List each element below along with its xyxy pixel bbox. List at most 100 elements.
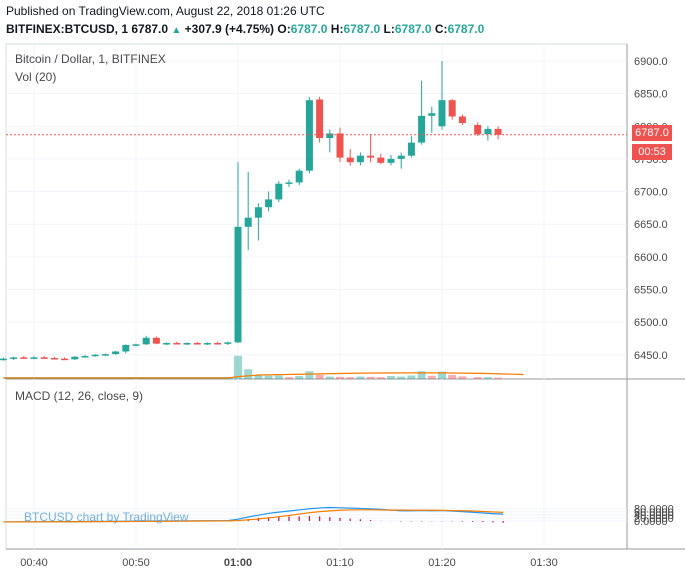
volume-bar bbox=[315, 374, 324, 379]
candle-body bbox=[448, 100, 456, 117]
candle bbox=[458, 114, 466, 125]
candle bbox=[326, 129, 334, 153]
candle bbox=[346, 149, 354, 166]
candle bbox=[448, 98, 456, 120]
candle bbox=[305, 96, 313, 174]
candle-body bbox=[295, 170, 303, 183]
volume-bar bbox=[356, 376, 365, 379]
last-price: 6787.0 bbox=[131, 22, 169, 36]
candle-body bbox=[458, 116, 466, 124]
candle bbox=[71, 356, 79, 360]
candle-body bbox=[0, 358, 7, 361]
volume-bar bbox=[264, 375, 273, 379]
chart-legend-title: Bitcoin / Dollar, 1, BITFINEX bbox=[15, 52, 166, 66]
volume-bar bbox=[417, 371, 426, 379]
high-label: H: bbox=[330, 22, 344, 36]
candle-body bbox=[101, 354, 109, 356]
symbol-name: BITFINEX:BTCUSD, 1 bbox=[6, 22, 129, 36]
candle bbox=[10, 356, 18, 360]
open-value: 6787.0 bbox=[290, 22, 328, 36]
volume-bar bbox=[325, 376, 334, 379]
volume-bar bbox=[274, 375, 283, 379]
volume-legend: Vol (20) bbox=[15, 70, 57, 84]
volume-ma bbox=[3, 372, 524, 379]
volume-bar bbox=[473, 377, 482, 379]
price-tick-label: 6700.0 bbox=[634, 187, 668, 199]
time-tick-label: 01:00 bbox=[224, 557, 252, 569]
price-tick-label: 6900.0 bbox=[634, 56, 668, 68]
candle bbox=[214, 341, 222, 345]
chart-frame bbox=[5, 43, 685, 550]
candle bbox=[142, 335, 150, 345]
candle bbox=[30, 356, 38, 360]
candle-body bbox=[336, 133, 344, 158]
price-tick-label: 6650.0 bbox=[634, 219, 668, 231]
candle bbox=[244, 171, 252, 251]
volume-bar bbox=[285, 377, 293, 379]
signal-line bbox=[3, 509, 504, 523]
macd-tick-label: 40.0000 bbox=[634, 510, 674, 522]
candle-body bbox=[61, 358, 69, 361]
candle-body bbox=[438, 100, 446, 127]
candle bbox=[40, 356, 48, 359]
candle bbox=[285, 179, 293, 187]
published-line: Published on TradingView.com, August 22,… bbox=[6, 4, 325, 18]
candle-body bbox=[112, 351, 120, 355]
volume-bar bbox=[483, 377, 492, 379]
candle-body bbox=[428, 113, 436, 116]
candle-body bbox=[10, 357, 18, 359]
volume-bar bbox=[305, 371, 314, 379]
last-price-tag: 6787.0 bbox=[632, 125, 672, 141]
candle bbox=[295, 168, 303, 186]
up-triangle-icon: ▲ bbox=[171, 25, 182, 36]
close-label: C: bbox=[434, 22, 448, 36]
candles bbox=[0, 61, 502, 361]
time-axis-labels: 00:40 00:50 01:00 01:10 01:20 01:30 bbox=[20, 557, 558, 569]
macd-tick-label: 60.0000 bbox=[634, 507, 674, 519]
volume-ma-line bbox=[3, 372, 524, 379]
candle-body bbox=[244, 217, 252, 227]
candle bbox=[474, 122, 482, 137]
macd-legend: MACD (12, 26, close, 9) bbox=[15, 389, 144, 403]
time-tick-label: 00:40 bbox=[20, 557, 48, 569]
candle-body bbox=[30, 357, 38, 359]
price-change: +307.9 (+4.75%) bbox=[184, 22, 275, 36]
volume-bar bbox=[397, 376, 406, 379]
candle-body bbox=[254, 207, 262, 218]
candle-body bbox=[50, 358, 58, 360]
macd-tick-label: 0.0000 bbox=[634, 516, 668, 528]
volume-bar bbox=[407, 375, 416, 379]
grid-lines bbox=[6, 44, 627, 549]
candle-body bbox=[484, 128, 492, 135]
candle-body bbox=[122, 344, 130, 352]
candle-body bbox=[163, 343, 171, 345]
candle bbox=[122, 344, 130, 354]
symbol-line: BITFINEX:BTCUSD, 1 6787.0 ▲ +307.9 (+4.7… bbox=[6, 22, 484, 36]
candle-body bbox=[285, 182, 293, 184]
volume-bar bbox=[346, 377, 355, 379]
volume-bar bbox=[458, 376, 467, 379]
candle-body bbox=[377, 157, 385, 163]
candle bbox=[265, 191, 273, 212]
candle-body bbox=[142, 337, 150, 345]
volume-bar bbox=[448, 374, 457, 379]
candle-body bbox=[356, 155, 364, 163]
time-tick-label: 00:50 bbox=[122, 557, 150, 569]
price-tick-label: 6550.0 bbox=[634, 284, 668, 296]
candle-body bbox=[474, 124, 482, 135]
candle-body bbox=[397, 155, 405, 159]
candle bbox=[407, 136, 415, 158]
low-label: L: bbox=[383, 22, 395, 36]
candle bbox=[152, 336, 160, 345]
candle bbox=[224, 341, 232, 345]
candle-body bbox=[234, 226, 242, 343]
candle-body bbox=[20, 357, 28, 359]
tradingview-watermark[interactable]: BTCUSD chart by TradingView bbox=[24, 510, 189, 524]
candle bbox=[61, 357, 69, 361]
volume-bar bbox=[438, 371, 446, 379]
candle bbox=[193, 341, 201, 345]
candle-body bbox=[407, 142, 415, 156]
candle bbox=[173, 341, 181, 345]
